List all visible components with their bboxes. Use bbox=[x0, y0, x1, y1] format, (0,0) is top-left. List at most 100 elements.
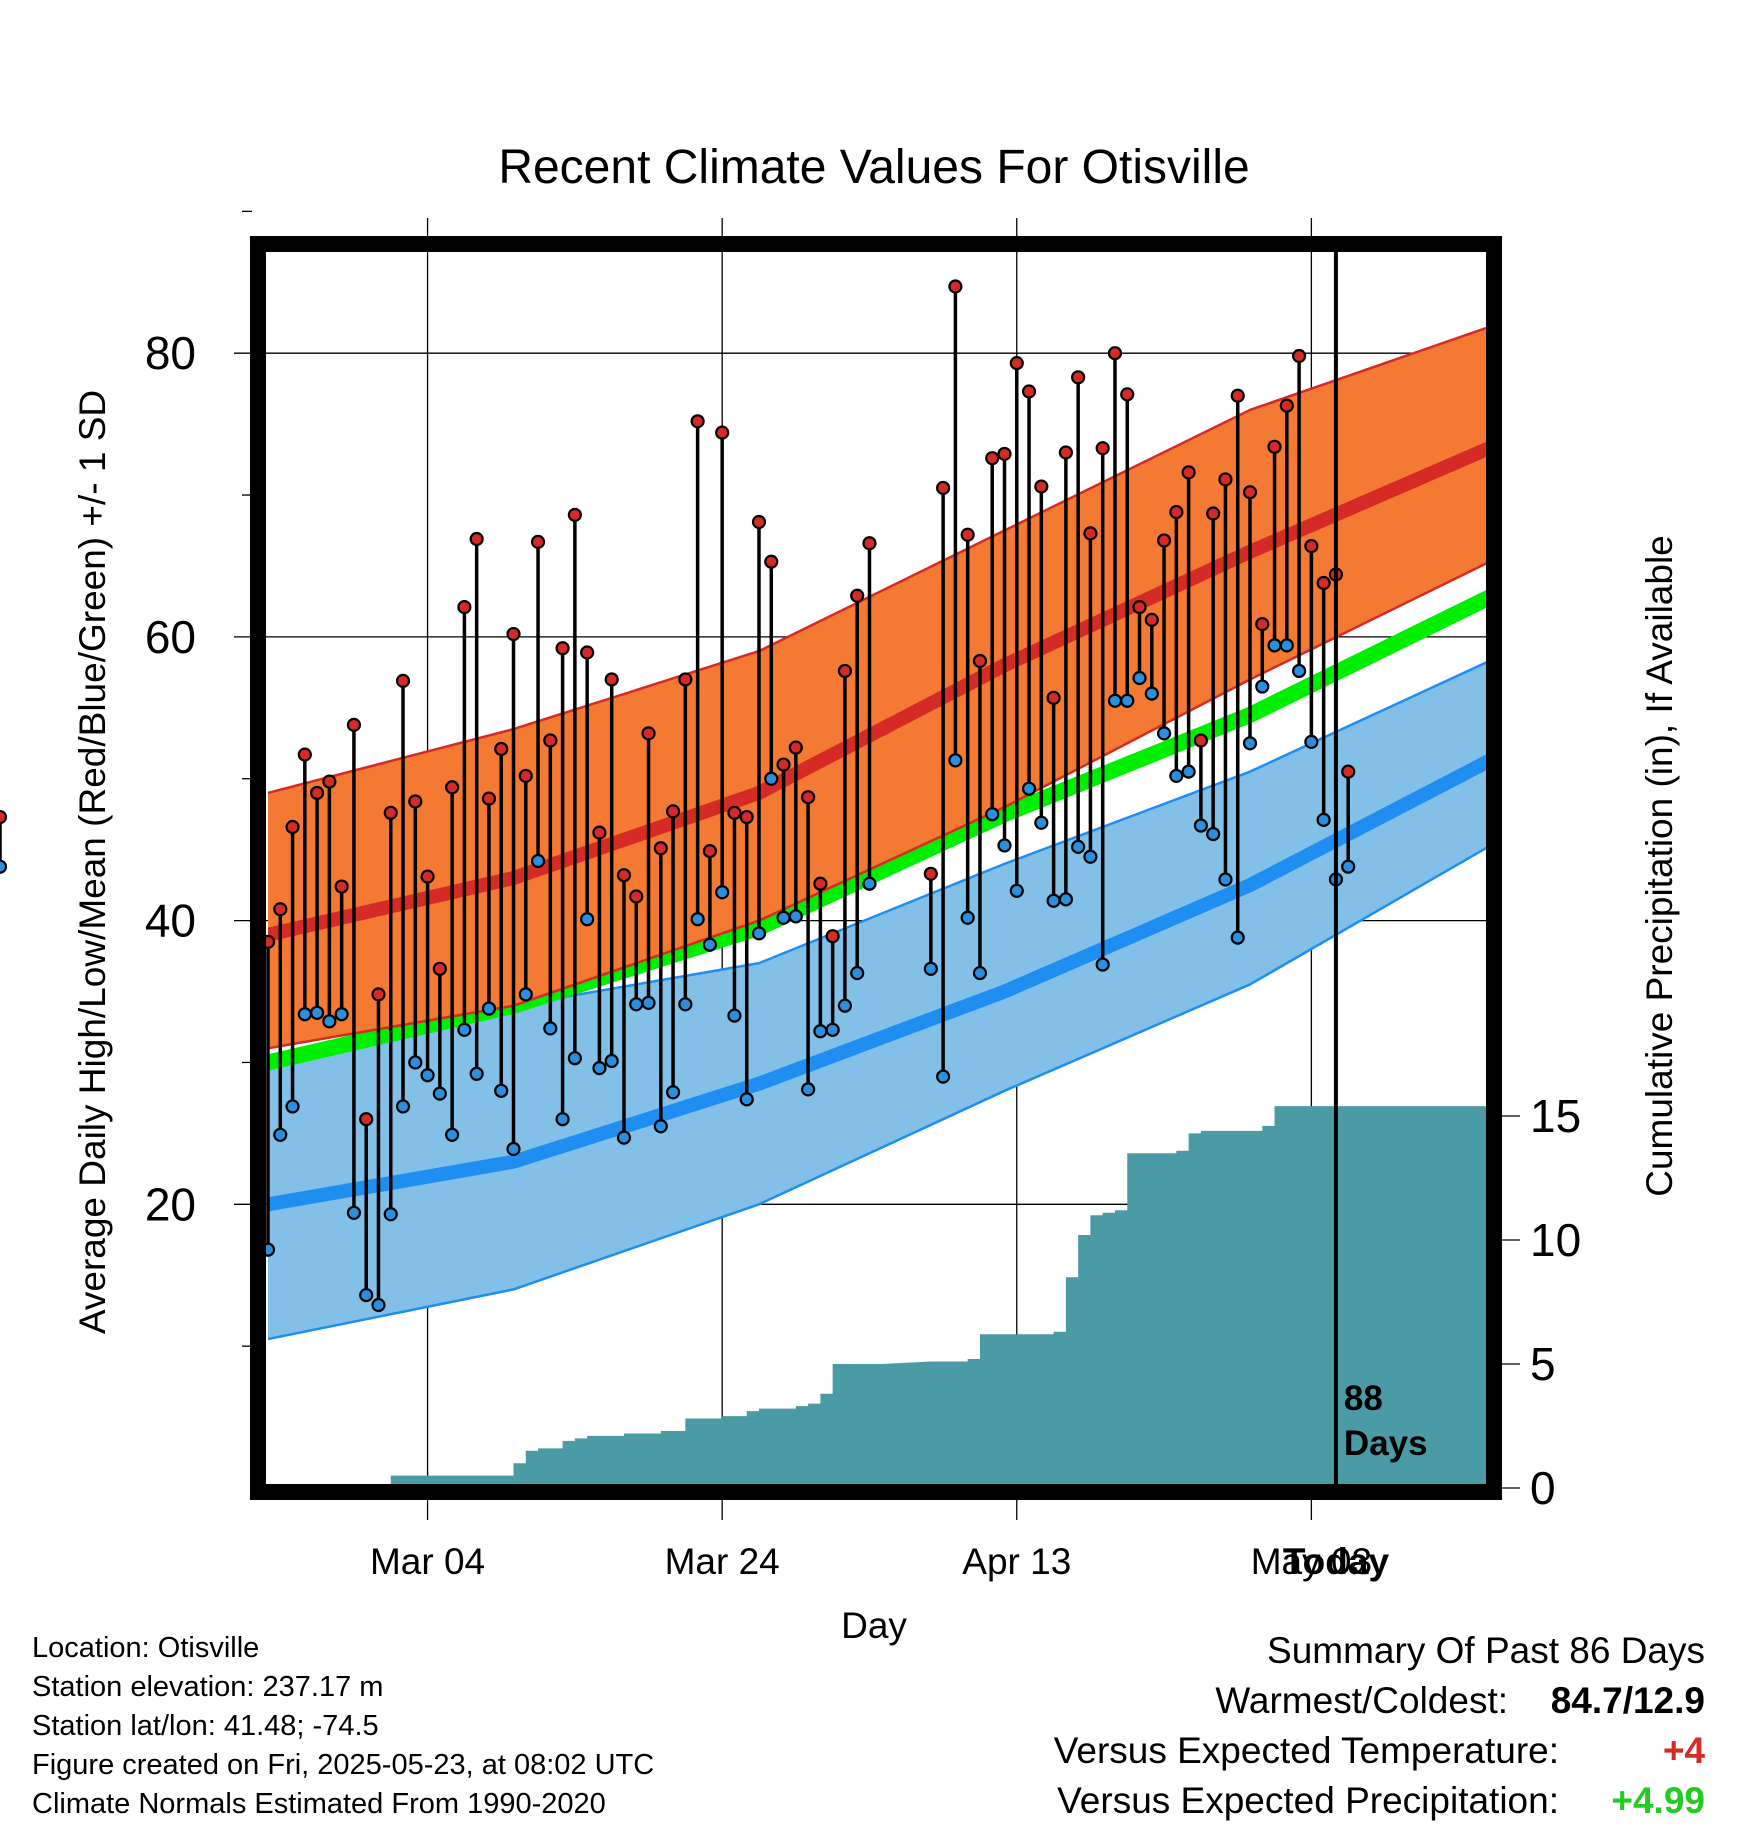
high-point bbox=[273, 902, 288, 917]
high-point bbox=[1095, 441, 1110, 456]
low-point bbox=[506, 1141, 521, 1157]
high-point bbox=[1304, 539, 1319, 554]
y-axis-title: Average Daily High/Low/Mean (Red/Blue/Gr… bbox=[72, 390, 113, 1334]
high-point bbox=[334, 879, 349, 894]
high-point bbox=[1242, 485, 1258, 500]
summary-temp-value: +4 bbox=[1662, 1730, 1705, 1771]
high-point bbox=[0, 809, 8, 825]
low-point bbox=[1316, 812, 1331, 827]
high-point bbox=[1291, 348, 1307, 364]
high-point bbox=[1206, 506, 1221, 521]
high-point bbox=[678, 672, 693, 687]
low-point bbox=[1046, 893, 1061, 908]
low-point bbox=[629, 997, 644, 1012]
high-point bbox=[739, 809, 754, 825]
high-point bbox=[543, 733, 558, 748]
high-point bbox=[751, 514, 767, 530]
low-point bbox=[1218, 872, 1233, 887]
axis-labels: 20 40 60 80 0 5 10 15 Mar 04 Mar 24 Apr 13 May 03To… bbox=[72, 327, 1680, 1646]
high-point bbox=[1255, 617, 1270, 632]
low-point bbox=[518, 987, 533, 1002]
today-days-number: 88 bbox=[1344, 1379, 1383, 1418]
low-point bbox=[334, 1007, 349, 1022]
low-point bbox=[825, 1022, 840, 1037]
high-point bbox=[825, 929, 840, 944]
high-point bbox=[616, 868, 632, 883]
low-point bbox=[985, 807, 1000, 822]
low-point bbox=[776, 910, 791, 925]
low-point bbox=[1156, 726, 1172, 741]
high-point bbox=[1021, 384, 1037, 399]
low-point bbox=[800, 1082, 816, 1097]
high-point bbox=[837, 663, 853, 679]
low-point bbox=[690, 912, 705, 927]
high-lower-edge bbox=[268, 560, 1490, 1050]
high-point bbox=[1034, 479, 1049, 494]
low-normal-band bbox=[268, 660, 1490, 1340]
summary-temp-label: Versus Expected Temperature: bbox=[1053, 1730, 1559, 1771]
low-point bbox=[1181, 764, 1196, 779]
low-point bbox=[960, 910, 975, 925]
high-point bbox=[690, 414, 705, 429]
high-point bbox=[1193, 733, 1209, 748]
low-point bbox=[567, 1051, 582, 1066]
low-point bbox=[739, 1092, 754, 1107]
high-point bbox=[506, 626, 521, 642]
low-point bbox=[432, 1086, 447, 1101]
high-point bbox=[457, 600, 472, 615]
y2-tick-label: 15 bbox=[1530, 1090, 1581, 1142]
low-point bbox=[1083, 849, 1098, 864]
low-point bbox=[678, 997, 693, 1012]
low-point bbox=[494, 1083, 509, 1098]
high-point bbox=[1230, 388, 1245, 403]
low-point bbox=[751, 926, 767, 941]
low-point bbox=[543, 1021, 558, 1036]
low-point bbox=[1206, 826, 1221, 842]
low-point bbox=[850, 965, 865, 981]
summary-precip-value: +4.99 bbox=[1611, 1780, 1705, 1821]
low-point bbox=[665, 1085, 681, 1100]
high-point bbox=[580, 645, 595, 660]
y2-tick-label: 0 bbox=[1530, 1462, 1556, 1514]
low-point bbox=[408, 1055, 423, 1070]
low-point bbox=[1058, 892, 1073, 907]
high-point bbox=[518, 768, 533, 784]
low-point bbox=[1255, 679, 1270, 694]
high-point bbox=[788, 740, 803, 755]
low-point bbox=[997, 838, 1012, 853]
high-point bbox=[371, 987, 386, 1002]
high-point bbox=[1169, 504, 1184, 520]
high-point bbox=[923, 866, 938, 881]
low-point bbox=[923, 961, 938, 976]
high-point bbox=[862, 536, 877, 551]
info-latlon: Station lat/lon: 41.48; -74.5 bbox=[32, 1710, 379, 1742]
low-point bbox=[469, 1066, 484, 1081]
high-point bbox=[592, 825, 607, 840]
high-point bbox=[629, 889, 644, 904]
high-point bbox=[715, 425, 730, 440]
high-point bbox=[800, 790, 816, 805]
low-point bbox=[788, 909, 803, 924]
high-point bbox=[1316, 575, 1331, 591]
high-point bbox=[653, 841, 668, 856]
low-point bbox=[1120, 693, 1135, 708]
high-point bbox=[445, 780, 460, 795]
high-point bbox=[948, 279, 963, 294]
low-point bbox=[457, 1022, 472, 1037]
y2-tick-label: 10 bbox=[1530, 1214, 1581, 1266]
high-point bbox=[408, 794, 423, 809]
high-point bbox=[1132, 600, 1147, 615]
summary-heading: Summary Of Past 86 Days bbox=[1267, 1630, 1705, 1671]
high-point bbox=[1058, 445, 1073, 460]
high-point bbox=[936, 480, 951, 496]
high-point bbox=[997, 446, 1012, 462]
low-point bbox=[604, 1053, 619, 1069]
low-point bbox=[715, 885, 730, 900]
low-point bbox=[948, 753, 963, 768]
low-point bbox=[1132, 670, 1147, 686]
low-point bbox=[862, 876, 877, 891]
high-point bbox=[285, 819, 300, 835]
low-point bbox=[592, 1061, 607, 1076]
summary-warm-cold-value: 84.7/12.9 bbox=[1550, 1680, 1705, 1721]
high-point bbox=[346, 717, 362, 732]
